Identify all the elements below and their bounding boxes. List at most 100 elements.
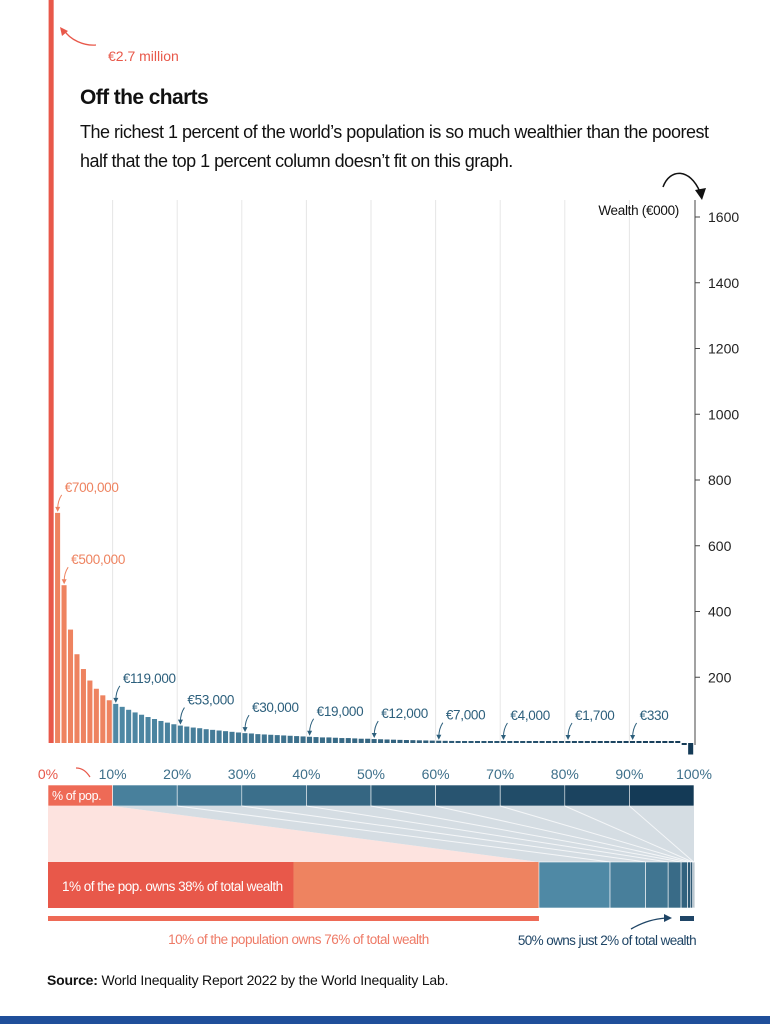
- bar-percentile-81: [565, 741, 571, 743]
- population-decile-10: [629, 784, 695, 807]
- annotation-arrow-icon: [567, 722, 573, 738]
- wealth-decile-3: [609, 861, 646, 909]
- x-tick-label: 50%: [357, 766, 385, 782]
- curved-arrow-icon: [63, 29, 97, 46]
- annotation-arrow-icon: [438, 722, 444, 737]
- bar-annotation-label: €700,000: [65, 480, 119, 495]
- top10-wealth-label: 10% of the population owns 76% of total …: [168, 932, 429, 947]
- bar-annotation-label: €19,000: [317, 704, 364, 719]
- arrowhead-icon: [60, 27, 68, 36]
- bar-percentile-52: [378, 739, 384, 743]
- bar-annotation-label: €30,000: [252, 700, 299, 715]
- curved-arrow-icon: [662, 172, 701, 193]
- x-tick-label: 80%: [551, 766, 579, 782]
- arrowhead-icon: [436, 734, 442, 740]
- wealth-decile-5: [667, 861, 682, 909]
- bar-percentile-13: [126, 709, 132, 743]
- bar-percentile-59: [423, 740, 429, 743]
- bar-percentile-35: [268, 734, 274, 743]
- bar-percentile-15: [139, 714, 145, 743]
- bar-percentile-46: [339, 738, 345, 743]
- bar-percentile-50: [365, 738, 371, 743]
- y-tick-label: 800: [708, 472, 732, 488]
- bar-annotation-label: €4,000: [510, 708, 550, 723]
- bar-percentile-100: [688, 743, 694, 755]
- y-axis-label: Wealth (€000): [598, 203, 679, 218]
- bar-percentile-10: [106, 700, 112, 743]
- annotation-arrow-icon: [63, 566, 69, 582]
- bar-annotation-label: €53,000: [187, 693, 234, 708]
- annotation-arrow-icon: [244, 714, 250, 730]
- bar-percentile-64: [455, 741, 461, 743]
- fan-line: [241, 805, 646, 863]
- bar-percentile-89: [617, 741, 623, 743]
- x-tick-label: 20%: [163, 766, 191, 782]
- bar-percentile-68: [481, 741, 487, 743]
- fan-line: [629, 805, 695, 863]
- annotation-arrow-icon: [373, 720, 379, 736]
- bar-percentile-96: [662, 741, 668, 743]
- bar-annotation-label: €119,000: [123, 671, 176, 686]
- bar-percentile-76: [533, 741, 539, 743]
- bar-percentile-25: [203, 729, 209, 743]
- bar-percentile-75: [526, 741, 532, 743]
- bar-percentile-71: [500, 741, 506, 743]
- bar-percentile-49: [358, 738, 364, 743]
- bar-percentile-48: [352, 738, 358, 743]
- bar-percentile-51: [371, 739, 377, 743]
- bar-percentile-82: [571, 741, 577, 743]
- bar-percentile-1: [48, 0, 54, 743]
- population-decile-4: [241, 784, 307, 807]
- bottom50-wealth-label: 50% owns just 2% of total wealth: [518, 933, 696, 948]
- bar-percentile-14: [132, 712, 138, 743]
- population-decile-6: [370, 784, 436, 807]
- bar-percentile-23: [190, 727, 196, 743]
- bar-percentile-21: [177, 725, 183, 743]
- x-tick-label: 30%: [228, 766, 256, 782]
- bar-percentile-12: [119, 706, 125, 743]
- top10-bracket: [48, 916, 539, 921]
- bar-percentile-8: [93, 688, 99, 743]
- bar-percentile-45: [332, 737, 338, 743]
- bar-percentile-94: [649, 741, 655, 743]
- bar-percentile-67: [474, 741, 481, 743]
- bar-percentile-9: [100, 695, 106, 743]
- bar-percentile-33: [255, 734, 261, 743]
- top-bar-label: €2.7 million: [108, 48, 179, 64]
- arrowhead-icon: [371, 733, 377, 739]
- fan-line: [306, 805, 669, 863]
- bar-percentile-79: [552, 741, 558, 743]
- x-tick-label: 0%: [38, 766, 58, 782]
- annotation-arrow-icon: [309, 718, 315, 733]
- y-tick-label: 400: [708, 604, 732, 620]
- y-tick-label: 600: [708, 538, 732, 554]
- bar-percentile-53: [384, 739, 390, 743]
- bar-percentile-80: [558, 741, 564, 743]
- y-tick-label: 1000: [708, 406, 739, 422]
- bar-percentile-7: [87, 680, 93, 743]
- population-decile-2: [112, 784, 178, 807]
- bar-percentile-99: [681, 743, 687, 745]
- bar-percentile-56: [403, 740, 409, 743]
- wealth-top1-segment: [48, 862, 294, 908]
- bar-percentile-5: [74, 654, 80, 743]
- bar-percentile-70: [494, 741, 500, 743]
- bar-percentile-31: [242, 733, 248, 743]
- annotation-arrow-icon: [57, 494, 63, 509]
- bar-percentile-65: [462, 741, 468, 743]
- bar-percentile-29: [229, 731, 235, 743]
- fan-line: [435, 805, 688, 863]
- bar-percentile-72: [507, 741, 513, 743]
- bar-percentile-78: [546, 741, 552, 743]
- bar-percentile-57: [410, 740, 416, 743]
- bar-percentile-66: [468, 741, 474, 743]
- y-tick-label: 200: [708, 669, 732, 685]
- bar-percentile-92: [636, 741, 642, 743]
- bar-percentile-27: [216, 730, 222, 743]
- bar-percentile-54: [390, 739, 397, 743]
- population-decile-5: [306, 784, 372, 807]
- bar-percentile-40: [300, 736, 306, 743]
- y-tick-label: 1600: [708, 209, 739, 225]
- bar-percentile-2: [55, 512, 61, 743]
- bar-percentile-34: [261, 734, 267, 743]
